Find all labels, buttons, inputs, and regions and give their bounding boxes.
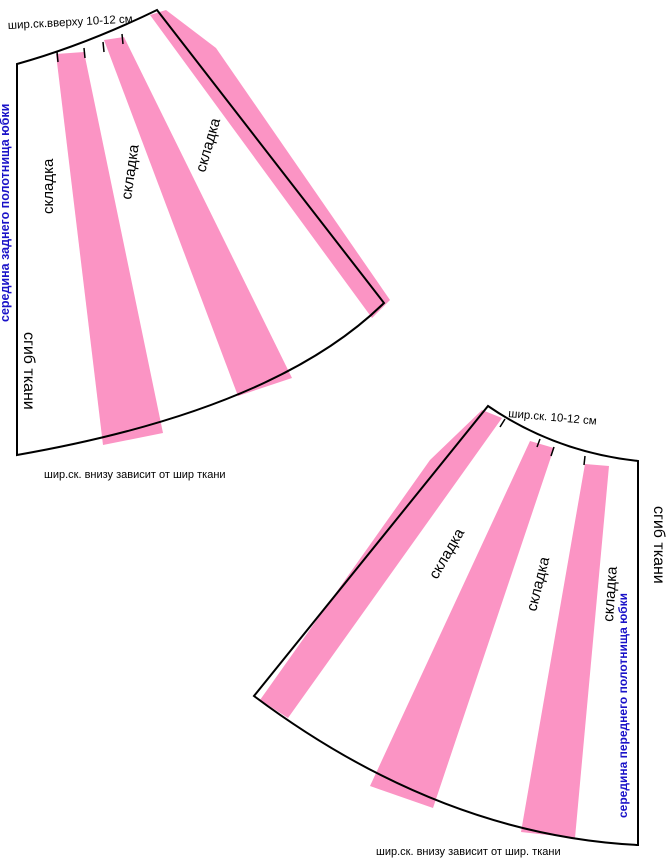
back-fold-label: сгиб ткани — [20, 332, 37, 410]
back-pleat-strip-2 — [104, 37, 292, 396]
back-pleat-label-3: складка — [193, 116, 225, 174]
front-center-label: середина переднего полотнища юбки — [616, 593, 630, 818]
back-pleat-label-2: складка — [118, 143, 143, 201]
front-top-note: шир.ск. 10-12 см — [508, 408, 597, 428]
front-bottom-note: шир.ск. внизу зависит от шир. ткани — [376, 846, 561, 858]
front-pleat-strip-2 — [370, 441, 554, 808]
back-pleat-strip-3 — [150, 10, 390, 318]
back-bottom-note: шир.ск. внизу зависит от шир ткани — [44, 469, 226, 481]
back-pleat-label-1: складка — [40, 158, 57, 214]
front-top-ticks — [499, 418, 586, 466]
front-pleat-label-3: складка — [600, 565, 621, 622]
front-pleat-label-2: складка — [523, 555, 553, 613]
back-panel: шир.ск.вверху 10-12 см складка складка с… — [0, 8, 390, 481]
back-panel-outline — [16, 8, 386, 457]
back-top-ticks — [56, 33, 124, 63]
front-pleat-label-1: складка — [426, 525, 469, 582]
back-pleat-strip-1 — [56, 52, 163, 445]
back-center-label: середина заднего полотнища юбки — [0, 104, 12, 322]
front-pleat-strip-1 — [260, 410, 502, 718]
front-panel: шир.ск. 10-12 см складка складка складка… — [252, 404, 667, 858]
front-panel-outline — [252, 404, 639, 847]
front-fold-label: сгиб ткани — [650, 506, 667, 584]
front-pleat-strip-3 — [521, 464, 609, 838]
